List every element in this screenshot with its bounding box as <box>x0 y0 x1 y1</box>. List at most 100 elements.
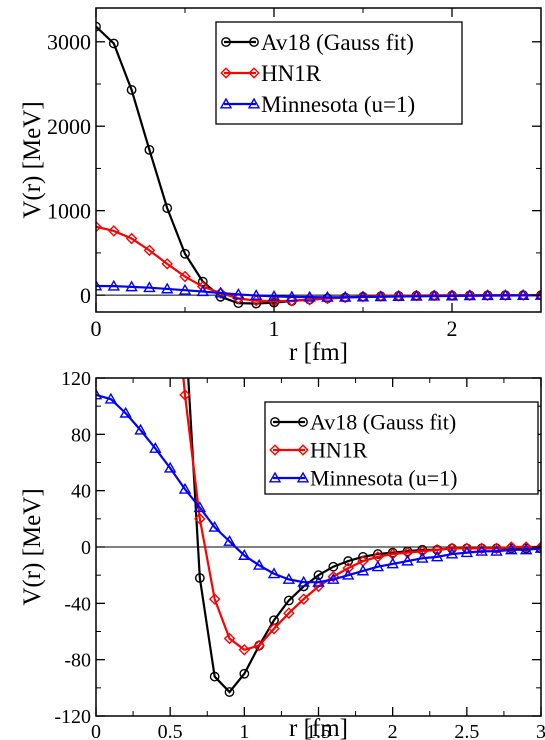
series-1-point <box>162 203 173 214</box>
series-3-point <box>143 281 156 293</box>
legend-label-2: HN1R <box>261 61 322 86</box>
series-3-point <box>460 546 474 558</box>
series-3-point <box>214 286 227 298</box>
series-3-point <box>463 289 477 301</box>
legend-label-2: HN1R <box>310 438 368 463</box>
series-2-point <box>179 389 191 401</box>
series-3-point <box>312 575 325 587</box>
series-2-point <box>268 622 280 635</box>
series-3-point <box>96 279 103 291</box>
x-axis-label: r [fm] <box>289 339 348 366</box>
series-1-point <box>180 248 190 259</box>
x-tick-label: 2 <box>388 721 398 740</box>
series-3-point <box>430 550 444 562</box>
series-3-point <box>267 567 281 579</box>
series-3-point <box>303 290 316 302</box>
series-3-point <box>427 289 441 301</box>
series-3-point <box>401 554 414 566</box>
series-3-point <box>534 541 541 553</box>
x-tick-label: 0 <box>91 316 102 341</box>
plot-frame <box>95 7 542 313</box>
series-3-point <box>321 290 334 302</box>
series-3-point <box>282 572 296 584</box>
series-3-point <box>149 442 162 453</box>
legend-marker-1 <box>249 37 259 47</box>
series-3-point <box>267 289 281 301</box>
series-2-point <box>214 287 227 299</box>
x-tick-label: 0.5 <box>158 721 183 740</box>
series-1-point <box>144 144 155 155</box>
y-tick-label: -40 <box>64 593 91 615</box>
series-3-point <box>285 290 299 302</box>
series-2-point <box>286 295 298 307</box>
plot-area <box>96 21 541 309</box>
series-2-point <box>223 632 236 645</box>
series-3-point <box>356 564 370 576</box>
series-1-point <box>108 38 119 49</box>
legend-label-3: Minnesota (u=1) <box>261 92 415 117</box>
y-tick-label: 40 <box>71 481 91 503</box>
legend-marker-1 <box>270 417 280 427</box>
series-3-point <box>445 289 459 301</box>
series-3-point <box>249 289 263 301</box>
series-2-point <box>297 593 310 605</box>
x-tick-label: 3 <box>536 721 545 740</box>
series-3-point <box>392 290 405 302</box>
series-2-point <box>490 542 503 555</box>
series-3-point <box>232 288 245 299</box>
series-1-point <box>181 317 189 325</box>
legend-marker-1 <box>221 37 231 47</box>
x-tick-label: 0 <box>91 721 101 740</box>
series-2-point <box>143 244 156 257</box>
series-2-point <box>108 225 120 237</box>
series-2-point <box>312 580 325 593</box>
series-3-point <box>107 279 121 291</box>
series-3-point <box>104 392 118 404</box>
series-1-point <box>209 671 220 682</box>
series-3-point <box>96 388 103 400</box>
series-3-point <box>374 290 388 302</box>
x-tick-label: 1 <box>269 316 280 341</box>
series-3-point <box>297 575 310 587</box>
y-tick-label: -80 <box>64 650 91 672</box>
legend: Av18 (Gauss fit) HN1R Minnesota (u=1) <box>215 21 463 125</box>
series-2-point <box>535 541 541 553</box>
series-2-point <box>431 544 443 556</box>
y-tick-label: 2000 <box>47 114 91 139</box>
y-tick-label: 80 <box>71 424 91 446</box>
series-3-point <box>356 290 370 302</box>
legend-marker-3 <box>219 97 233 109</box>
series-1-point <box>283 595 294 606</box>
series-2-point <box>165 232 175 242</box>
legend-label-3: Minnesota (u=1) <box>310 466 457 491</box>
series-1-point <box>372 549 383 559</box>
series-3-point <box>223 534 236 546</box>
series-3-point <box>134 423 147 435</box>
series-3-point <box>119 406 132 418</box>
series-2-point <box>151 21 161 31</box>
series-3-point <box>499 289 512 301</box>
series-3-point <box>178 482 192 494</box>
series-2-point <box>342 562 354 574</box>
legend-marker-2 <box>220 67 232 79</box>
series-2-point <box>232 292 245 305</box>
series-1-point <box>239 668 250 679</box>
x-tick-label: 1 <box>239 721 249 740</box>
series-2-point <box>96 220 102 233</box>
y-tick-label: 1000 <box>47 198 91 223</box>
series-3-point <box>163 461 177 473</box>
series-3-point <box>475 544 488 556</box>
series-1-point <box>194 573 205 583</box>
chart-1: 0 1 2 0 1000 2000 3000 r [fm] V(r) [MeV] Av18 (Ga… <box>19 7 542 366</box>
series-3-point <box>490 544 503 556</box>
legend-box <box>264 401 539 495</box>
series-2-point <box>416 545 429 558</box>
series-3-point <box>178 283 192 295</box>
series-3-point <box>327 572 340 584</box>
series-3-line <box>96 393 541 584</box>
plot-area <box>96 21 541 697</box>
series-3-point <box>238 549 251 560</box>
series-3-point <box>481 289 494 301</box>
